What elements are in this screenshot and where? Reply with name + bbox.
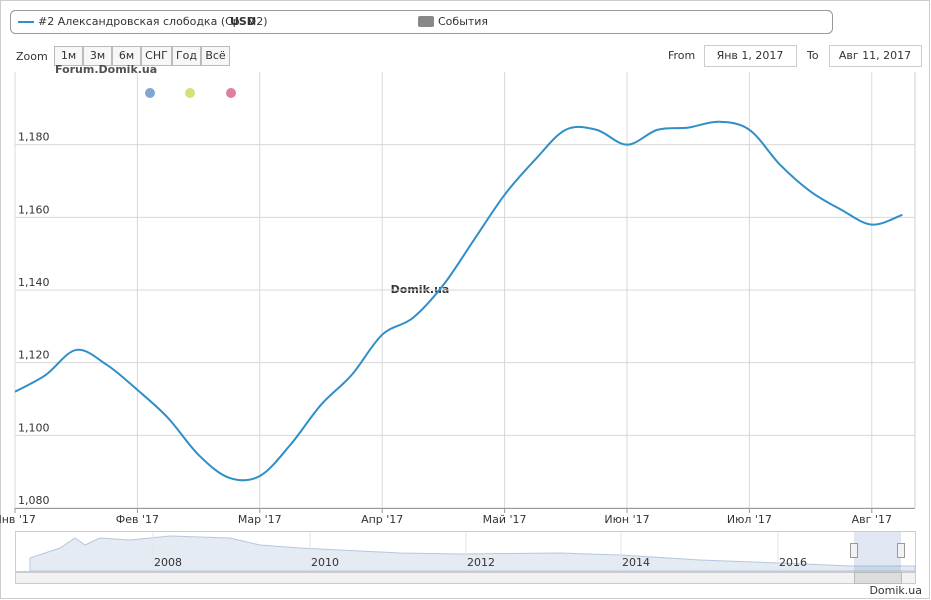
watermark-forum: Forum.Domik.ua <box>55 63 157 76</box>
y-tick-label: 1,160 <box>18 203 50 216</box>
legend-unit: USD <box>230 15 256 28</box>
x-tick-label: Май '17 <box>483 513 527 526</box>
range-button-label[interactable]: 3м <box>90 49 105 62</box>
x-tick-label: Июн '17 <box>604 513 649 526</box>
to-label: To <box>806 49 819 62</box>
navigator-handle[interactable] <box>850 543 858 558</box>
range-button-label[interactable]: СНГ <box>145 49 168 62</box>
navigator-year: 2012 <box>467 556 495 569</box>
events-swatch <box>418 16 434 27</box>
credit: Domik.ua <box>869 584 922 597</box>
x-tick-label: Фев '17 <box>116 513 159 526</box>
to-date[interactable]: Авг 11, 2017 <box>839 49 911 62</box>
x-tick-label: Июл '17 <box>727 513 772 526</box>
y-tick-label: 1,080 <box>18 494 50 507</box>
scrollbar[interactable] <box>15 572 916 584</box>
range-button[interactable] <box>83 46 112 66</box>
range-button[interactable] <box>112 46 141 66</box>
dot <box>145 88 155 98</box>
from-label: From <box>668 49 695 62</box>
y-tick-label: 1,100 <box>18 421 50 434</box>
range-button-label[interactable]: Год <box>176 49 197 62</box>
y-tick-label: 1,140 <box>18 276 50 289</box>
navigator-handle[interactable] <box>897 543 905 558</box>
range-button[interactable] <box>141 46 172 66</box>
series-line <box>14 120 903 482</box>
navigator-year: 2014 <box>622 556 650 569</box>
x-tick-label: Янв '17 <box>0 513 36 526</box>
dot <box>185 88 195 98</box>
navigator-series <box>29 535 916 572</box>
x-tick-label: Апр '17 <box>361 513 403 526</box>
navigator-year: 2008 <box>154 556 182 569</box>
range-button-label[interactable]: 6м <box>119 49 134 62</box>
navigator-year: 2016 <box>779 556 807 569</box>
range-button[interactable] <box>172 46 201 66</box>
x-tick-label: Мар '17 <box>238 513 282 526</box>
x-tick-label: Авг '17 <box>852 513 892 526</box>
from-input[interactable] <box>704 45 797 67</box>
range-button[interactable] <box>201 46 230 66</box>
navigator-selection[interactable] <box>854 532 901 571</box>
from-date[interactable]: Янв 1, 2017 <box>717 49 784 62</box>
y-tick-label: 1,120 <box>18 349 50 362</box>
y-tick-label: 1,180 <box>18 131 50 144</box>
dot <box>226 88 236 98</box>
zoom-label: Zoom <box>16 50 48 63</box>
scrollbar-thumb[interactable] <box>854 572 902 584</box>
to-input[interactable] <box>829 45 922 67</box>
legend-label[interactable]: #2 Александровская слободка (Ср. М2) <box>38 15 268 28</box>
events-label[interactable]: События <box>438 15 488 28</box>
range-button[interactable] <box>54 46 83 66</box>
navigator-year: 2010 <box>311 556 339 569</box>
range-button-label[interactable]: 1м <box>61 49 76 62</box>
range-button-label[interactable]: Всё <box>205 49 226 62</box>
